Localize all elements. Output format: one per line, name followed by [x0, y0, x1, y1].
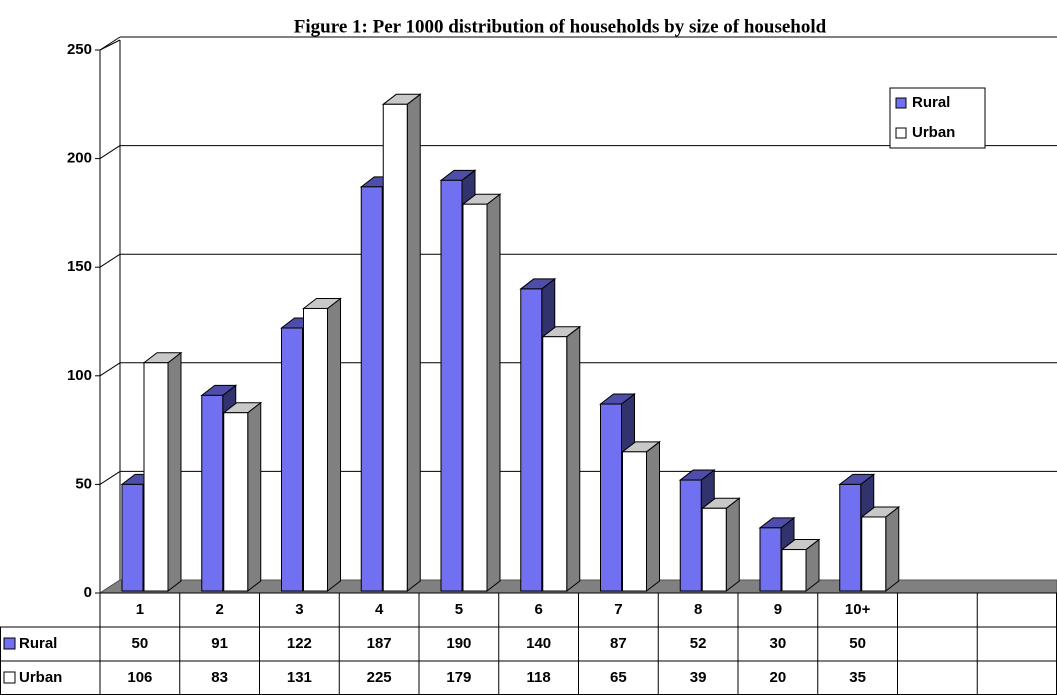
table-value: 50 [849, 635, 866, 652]
x-tick-label: 6 [534, 601, 542, 618]
legend-label: Urban [912, 124, 955, 141]
bar-side [327, 297, 341, 593]
table-value: 131 [287, 669, 312, 686]
grid-diag [99, 362, 121, 377]
table-row-label: Urban [19, 669, 62, 686]
bar [462, 203, 488, 592]
grid-diag [99, 145, 121, 160]
x-tick-label: 4 [375, 601, 384, 618]
table-value: 30 [770, 635, 787, 652]
bar [861, 516, 887, 592]
chart-title: Figure 1: Per 1000 distribution of house… [294, 16, 827, 37]
bar [679, 479, 702, 592]
table-value: 91 [211, 635, 228, 652]
x-tick-label: 8 [694, 601, 702, 618]
table-value: 20 [770, 669, 787, 686]
bar [839, 483, 862, 592]
grid-diag [99, 36, 121, 51]
x-tick-label: 3 [295, 601, 303, 618]
x-tick-label: 5 [455, 601, 463, 618]
bar-side [167, 351, 182, 593]
table-value: 39 [690, 669, 707, 686]
bar-side [566, 325, 581, 593]
table-value: 140 [526, 635, 551, 652]
bar-side [885, 505, 900, 593]
bar [382, 103, 408, 592]
bar [622, 451, 647, 592]
y-tick-label: 250 [67, 41, 92, 58]
y-tick-label: 50 [75, 475, 92, 492]
table-value: 65 [610, 669, 627, 686]
bar [781, 549, 807, 592]
bar [759, 527, 782, 592]
bar-side [406, 93, 421, 593]
legend-key [895, 97, 907, 109]
table-row-label: Rural [19, 635, 57, 652]
table-value: 187 [367, 635, 392, 652]
table-value: 50 [132, 635, 149, 652]
table-value: 52 [690, 635, 707, 652]
y-tick-label: 150 [67, 258, 92, 275]
grid-diag [99, 253, 121, 268]
bar-side [725, 497, 740, 593]
table-value: 225 [367, 669, 392, 686]
table-value: 87 [610, 635, 627, 652]
bar [303, 307, 328, 592]
bar [281, 327, 303, 592]
table-value: 122 [287, 635, 312, 652]
table-value: 35 [849, 669, 866, 686]
bar [223, 412, 249, 592]
x-tick-label: 10+ [845, 601, 871, 618]
x-tick-label: 2 [215, 601, 223, 618]
y-tick-label: 100 [67, 367, 92, 384]
table-value: 118 [527, 669, 551, 686]
bar [201, 394, 224, 592]
legend-key [895, 127, 907, 139]
y-tick-label: 0 [84, 584, 92, 601]
table-value: 83 [211, 669, 228, 686]
x-tick-label: 9 [774, 601, 782, 618]
table-value: 179 [446, 669, 471, 686]
table-value: 190 [446, 635, 471, 652]
bar [121, 483, 144, 592]
bar [542, 336, 568, 592]
bar [360, 186, 383, 592]
bar [701, 507, 727, 592]
table-value: 106 [127, 669, 152, 686]
grid-diag [99, 470, 121, 485]
bar [440, 179, 463, 592]
legend-label: Rural [912, 94, 950, 111]
bar-side [247, 401, 262, 593]
x-tick-label: 7 [614, 601, 622, 618]
bar [143, 362, 169, 592]
y-tick-label: 200 [67, 150, 92, 167]
bar [600, 403, 622, 592]
x-tick-label: 1 [136, 601, 144, 618]
bar [520, 288, 543, 592]
bar-side [486, 193, 501, 593]
table-legend-key [3, 671, 16, 684]
bar-side [646, 440, 660, 593]
table-legend-key [3, 637, 16, 650]
